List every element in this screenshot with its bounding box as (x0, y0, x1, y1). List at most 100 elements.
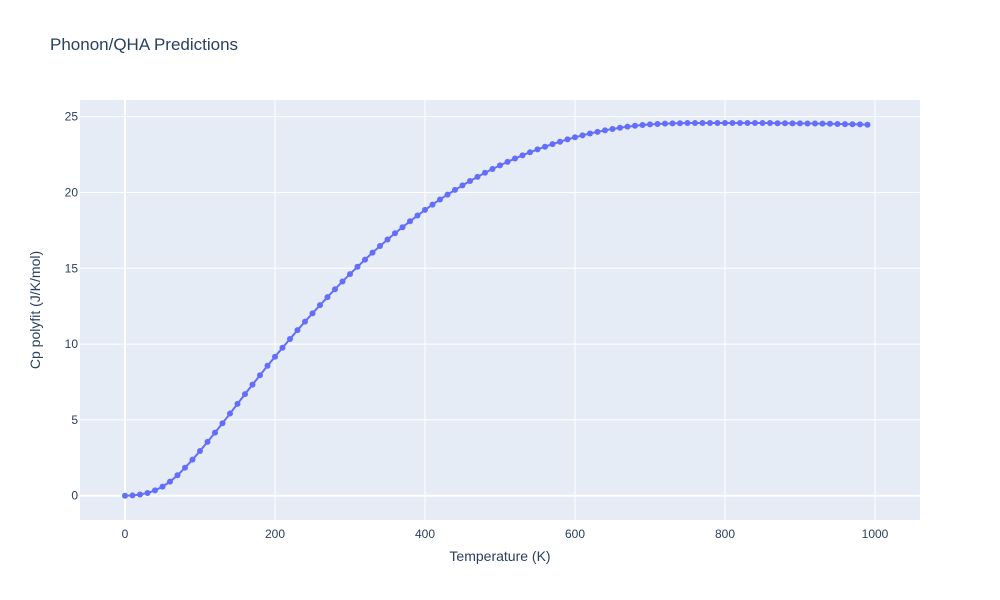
data-point[interactable] (144, 490, 151, 497)
data-point[interactable] (459, 182, 466, 189)
data-point[interactable] (632, 122, 638, 129)
data-point[interactable] (137, 491, 143, 498)
data-point[interactable] (677, 120, 683, 127)
data-point[interactable] (227, 410, 233, 417)
data-point[interactable] (602, 127, 608, 134)
data-point[interactable] (474, 173, 481, 180)
data-point[interactable] (302, 318, 308, 325)
data-point[interactable] (714, 120, 721, 127)
data-point[interactable] (452, 186, 458, 193)
data-point[interactable] (812, 120, 818, 127)
data-point[interactable] (744, 120, 751, 127)
data-point[interactable] (444, 191, 451, 198)
data-point[interactable] (737, 120, 743, 127)
data-point[interactable] (594, 128, 601, 135)
data-point[interactable] (399, 224, 406, 231)
data-point[interactable] (287, 335, 293, 342)
data-point[interactable] (564, 136, 571, 143)
data-point[interactable] (437, 196, 443, 203)
data-point[interactable] (189, 456, 196, 463)
data-point[interactable] (557, 138, 563, 145)
data-point[interactable] (534, 146, 541, 153)
data-point[interactable] (204, 438, 211, 445)
data-point[interactable] (624, 123, 631, 130)
data-point[interactable] (242, 391, 248, 398)
data-point[interactable] (729, 120, 736, 127)
data-point[interactable] (752, 120, 758, 127)
data-point[interactable] (377, 243, 383, 250)
data-point[interactable] (497, 162, 503, 169)
series-cp-polyfit[interactable] (122, 120, 871, 499)
data-point[interactable] (782, 120, 788, 127)
data-point[interactable] (662, 120, 668, 127)
data-point[interactable] (392, 230, 398, 237)
data-point[interactable] (212, 429, 218, 436)
data-point[interactable] (219, 420, 226, 427)
data-point[interactable] (647, 121, 653, 128)
data-point[interactable] (504, 158, 511, 165)
data-point[interactable] (699, 120, 706, 127)
plot-area[interactable] (80, 100, 920, 520)
data-point[interactable] (354, 263, 361, 270)
data-point[interactable] (414, 212, 421, 219)
data-point[interactable] (167, 478, 173, 485)
data-point[interactable] (797, 120, 803, 127)
data-point[interactable] (549, 141, 556, 148)
data-point[interactable] (572, 134, 578, 141)
data-point[interactable] (489, 165, 496, 172)
data-point[interactable] (827, 120, 833, 127)
data-point[interactable] (654, 120, 661, 127)
data-point[interactable] (369, 249, 376, 256)
data-point[interactable] (609, 125, 616, 132)
data-point[interactable] (804, 120, 811, 127)
data-point[interactable] (819, 120, 826, 127)
data-point[interactable] (317, 302, 323, 309)
data-point[interactable] (587, 130, 593, 137)
data-point[interactable] (324, 294, 331, 301)
data-point[interactable] (272, 353, 278, 360)
data-point[interactable] (512, 155, 518, 162)
data-point[interactable] (407, 218, 413, 225)
data-point[interactable] (722, 120, 728, 127)
data-point[interactable] (234, 400, 241, 407)
data-point[interactable] (669, 120, 676, 127)
data-point[interactable] (519, 152, 526, 159)
data-point[interactable] (182, 464, 188, 471)
data-point[interactable] (842, 121, 848, 128)
data-point[interactable] (122, 492, 128, 499)
data-point[interactable] (197, 448, 203, 455)
data-point[interactable] (339, 278, 346, 285)
data-point[interactable] (384, 236, 391, 243)
data-point[interactable] (249, 381, 256, 388)
data-point[interactable] (834, 120, 841, 127)
data-point[interactable] (579, 132, 586, 139)
data-point[interactable] (857, 121, 863, 128)
data-point[interactable] (639, 122, 646, 129)
data-point[interactable] (774, 120, 781, 127)
data-point[interactable] (482, 169, 488, 176)
data-point[interactable] (264, 362, 271, 369)
data-point[interactable] (759, 120, 766, 127)
data-point[interactable] (542, 143, 548, 150)
data-point[interactable] (347, 271, 353, 278)
data-point[interactable] (152, 487, 158, 494)
data-point[interactable] (789, 120, 796, 127)
data-point[interactable] (864, 121, 871, 128)
data-point[interactable] (257, 372, 263, 379)
data-point[interactable] (159, 483, 166, 490)
data-point[interactable] (467, 177, 473, 184)
data-point[interactable] (692, 120, 698, 127)
data-point[interactable] (362, 256, 368, 263)
data-point[interactable] (617, 124, 623, 131)
data-point[interactable] (527, 149, 533, 156)
data-point[interactable] (332, 286, 338, 293)
data-point[interactable] (279, 344, 286, 351)
data-point[interactable] (174, 472, 181, 479)
data-point[interactable] (422, 206, 428, 213)
data-point[interactable] (707, 120, 713, 127)
data-point[interactable] (294, 327, 301, 334)
data-point[interactable] (767, 120, 773, 127)
data-point[interactable] (684, 120, 691, 127)
data-point[interactable] (129, 492, 136, 499)
data-point[interactable] (309, 310, 316, 317)
